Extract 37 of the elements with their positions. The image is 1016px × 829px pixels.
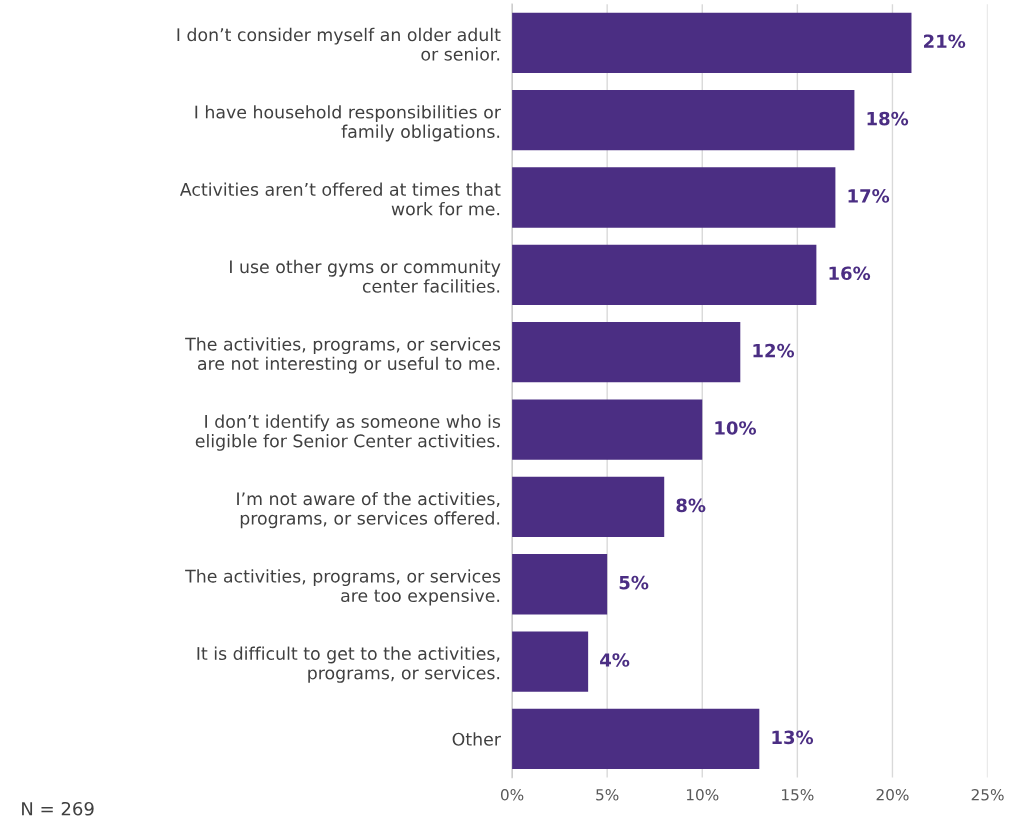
data-label: 10% xyxy=(715,421,757,435)
data-label: 21% xyxy=(924,34,966,49)
data-label: 13% xyxy=(772,730,814,745)
x-tick-label: 20% xyxy=(876,788,909,801)
bar xyxy=(512,631,589,692)
data-label: 16% xyxy=(829,266,871,281)
y-tick-label: It is difficult to get to the activities, programs, or services. xyxy=(197,646,500,683)
x-tick-label: 10% xyxy=(686,788,719,801)
y-tick-label: I’m not aware of the activities, programs, or services offered. xyxy=(237,491,500,529)
bar xyxy=(512,322,741,383)
text: N = 269 xyxy=(22,801,94,816)
data-label: 8% xyxy=(676,498,706,513)
bar xyxy=(512,90,855,151)
y-tick-label: I don’t identify as someone who is eligible for Senior Center activities. xyxy=(195,414,501,451)
bar xyxy=(512,554,608,615)
x-tick-label: 0% xyxy=(500,788,524,801)
data-label: 17% xyxy=(848,189,890,203)
bar xyxy=(512,708,760,770)
y-tick-label: Other xyxy=(452,732,501,746)
y-tick-label: The activities, programs, or services are not interesting or useful to me. xyxy=(185,337,501,374)
data-label: 5% xyxy=(619,575,649,590)
data-label: 12% xyxy=(753,343,795,358)
bar xyxy=(512,167,836,228)
y-tick-label: I have household responsibilities or family obligations. xyxy=(195,105,501,142)
y-tick-label: I use other gyms or community center facilities. xyxy=(230,259,501,293)
y-tick-label: The activities, programs, or services are too expensive. xyxy=(185,569,501,606)
x-tick-label: 5% xyxy=(596,788,619,801)
x-tick-label: 15% xyxy=(782,788,814,801)
y-tick-label: Activities aren’t offered at times that work for me. xyxy=(179,182,501,216)
bar xyxy=(512,476,665,538)
bar xyxy=(512,399,703,460)
y-tick-label: I don’t consider myself an older adult or senior. xyxy=(177,27,501,61)
bar xyxy=(512,244,817,306)
bar xyxy=(512,12,912,73)
data-label: 4% xyxy=(600,653,630,667)
x-tick-label: 25% xyxy=(971,788,1004,801)
data-label: 18% xyxy=(867,111,909,126)
